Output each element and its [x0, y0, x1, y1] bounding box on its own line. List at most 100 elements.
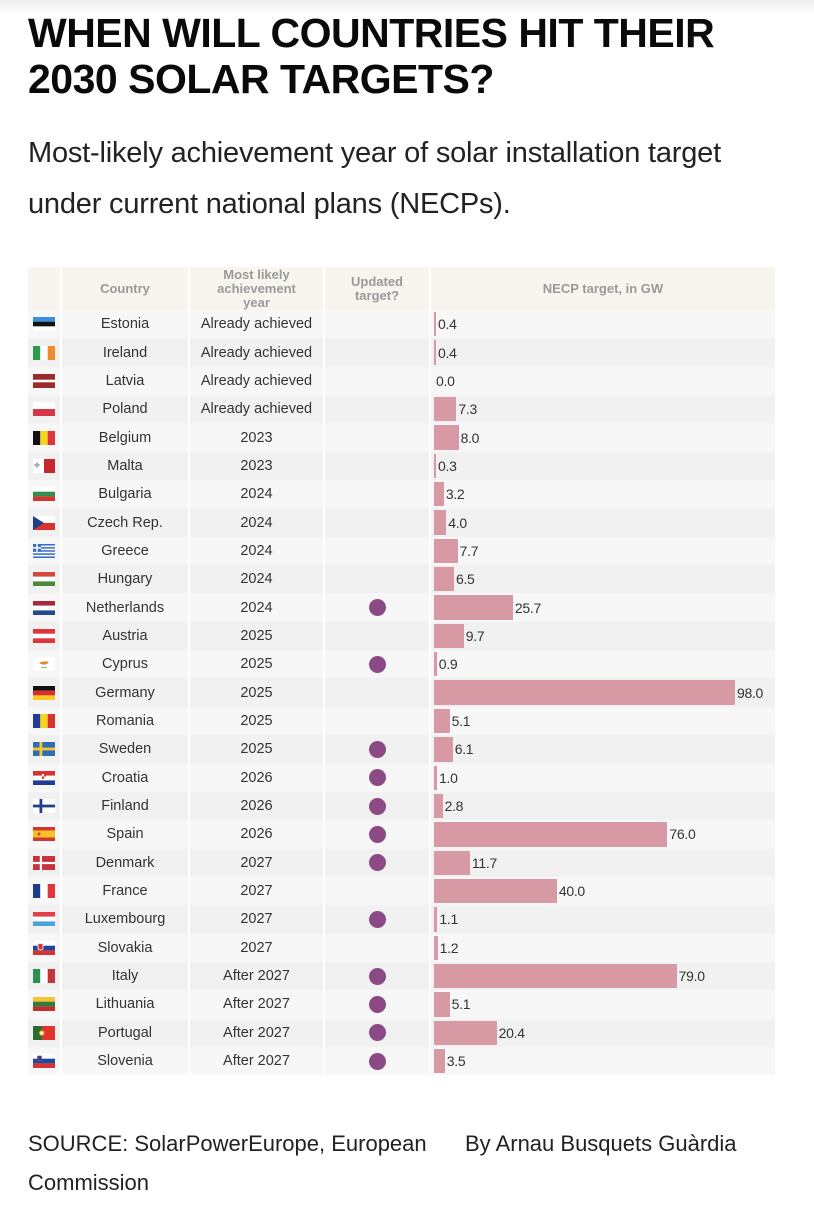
target-value-label: 79.0: [678, 968, 705, 985]
flag-cell: [28, 990, 62, 1019]
table-row: Italy After 2027 79.0: [28, 961, 775, 991]
updated-target-cell: [325, 650, 431, 679]
flag-cy-icon: [33, 657, 55, 672]
target-bar: [434, 312, 436, 337]
target-bar-cell: 40.0: [431, 877, 775, 905]
table-row: Hungary 2024 6.5: [28, 565, 775, 594]
target-value-label: 8.0: [460, 429, 480, 446]
flag-be-icon: [33, 430, 55, 445]
flag-bg-icon: [33, 487, 55, 502]
target-value-label: 98.0: [737, 684, 764, 701]
target-value-label: 76.0: [669, 826, 696, 843]
country-name: Ireland: [62, 338, 190, 367]
achievement-year: 2024: [190, 565, 325, 594]
flag-cell: [28, 565, 62, 594]
flag-cell: [28, 706, 62, 736]
target-bar: [434, 538, 458, 564]
achievement-year: After 2027: [190, 961, 325, 991]
table-row: Portugal After 2027 20.4: [28, 1018, 775, 1047]
target-value-label: 3.5: [446, 1053, 466, 1070]
updated-target-cell: [325, 820, 431, 849]
country-name: Luxembourg: [62, 905, 190, 934]
target-bar-cell: 20.4: [431, 1019, 775, 1047]
table-row: Bulgaria 2024 3.2: [28, 480, 775, 509]
target-bar: [434, 595, 513, 620]
country-name: Austria: [62, 621, 190, 651]
target-value-label: 25.7: [514, 599, 541, 616]
flag-nl-icon: [33, 600, 55, 615]
target-bar: [434, 652, 437, 677]
target-value-label: 20.4: [498, 1024, 525, 1041]
updated-target-cell: [325, 451, 431, 481]
target-bar: [434, 425, 459, 450]
flag-cell: [28, 480, 62, 509]
table-row: Croatia 2026 1.0: [28, 763, 775, 792]
country-name: Cyprus: [62, 650, 190, 679]
table-row: Finland 2026 2.8: [28, 791, 775, 821]
table-row: Netherlands 2024 25.7: [28, 593, 775, 622]
target-bar-cell: 11.7: [431, 849, 775, 877]
target-bar: [434, 1048, 445, 1074]
chart-subtitle: Most-likely achievement year of solar in…: [28, 137, 721, 220]
updated-target-cell: [325, 933, 431, 962]
country-name: Romania: [62, 706, 190, 736]
target-bar-cell: 1.2: [431, 934, 775, 962]
target-bar: [434, 793, 443, 819]
flag-dk-icon: [33, 855, 55, 870]
flag-pt-icon: [33, 1025, 55, 1040]
flag-lv-icon: [33, 373, 55, 388]
country-name: Slovakia: [62, 933, 190, 962]
table-row: Romania 2025 5.1: [28, 706, 775, 736]
achievement-year: Already achieved: [190, 395, 325, 424]
achievement-year: 2025: [190, 678, 325, 707]
flag-hu-icon: [33, 572, 55, 587]
target-value-label: 1.0: [439, 769, 458, 786]
table-header: Country Most likely achievement year Upd…: [28, 267, 775, 310]
target-bar: [434, 397, 457, 422]
target-bar: [434, 340, 436, 365]
flag-cell: [28, 763, 62, 792]
table-row: Germany 2025 98.0: [28, 678, 775, 707]
country-name: Croatia: [62, 763, 190, 792]
achievement-year: After 2027: [190, 990, 325, 1019]
achievement-year: Already achieved: [190, 338, 325, 367]
updated-target-cell: [325, 593, 431, 622]
table-row: Malta 2023 0.3: [28, 451, 775, 481]
country-name: Czech Rep.: [62, 508, 190, 537]
updated-target-cell: [325, 366, 431, 396]
table-row: Spain 2026 76.0: [28, 820, 775, 849]
updated-target-dot-icon: [368, 797, 386, 815]
updated-target-cell: [325, 565, 431, 594]
target-bar-cell: 8.0: [431, 423, 775, 451]
table-row: Czech Rep. 2024 4.0: [28, 508, 775, 537]
achievement-year: 2025: [190, 650, 325, 679]
achievement-year: 2027: [190, 905, 325, 934]
updated-target-cell: [325, 990, 431, 1019]
flag-cell: [28, 905, 62, 934]
achievement-year: 2023: [190, 423, 325, 452]
updated-target-cell: [325, 310, 431, 339]
flag-fi-icon: [33, 799, 55, 814]
flag-cell: [28, 621, 62, 651]
updated-target-cell: [325, 338, 431, 367]
country-name: Malta: [62, 451, 190, 481]
target-bar-cell: 2.8: [431, 792, 775, 820]
target-bar: [434, 680, 735, 705]
flag-gr-icon: [33, 543, 55, 558]
table-row: France 2027 40.0: [28, 876, 775, 906]
target-bar: [434, 708, 450, 734]
country-name: Netherlands: [62, 593, 190, 622]
achievement-year: After 2027: [190, 1046, 325, 1076]
target-bar-cell: 3.2: [431, 480, 775, 508]
flag-it-icon: [33, 969, 55, 984]
target-value-label: 0.9: [438, 656, 458, 673]
updated-target-cell: [325, 621, 431, 651]
flag-cell: [28, 650, 62, 679]
flag-cell: [28, 791, 62, 821]
table-row: Austria 2025 9.7: [28, 621, 775, 651]
target-bar-cell: 6.5: [431, 565, 775, 593]
target-bar-cell: 1.0: [431, 764, 775, 792]
flag-cell: [28, 310, 62, 339]
table-row: Estonia Already achieved 0.4: [28, 310, 775, 339]
updated-target-cell: [325, 961, 431, 991]
